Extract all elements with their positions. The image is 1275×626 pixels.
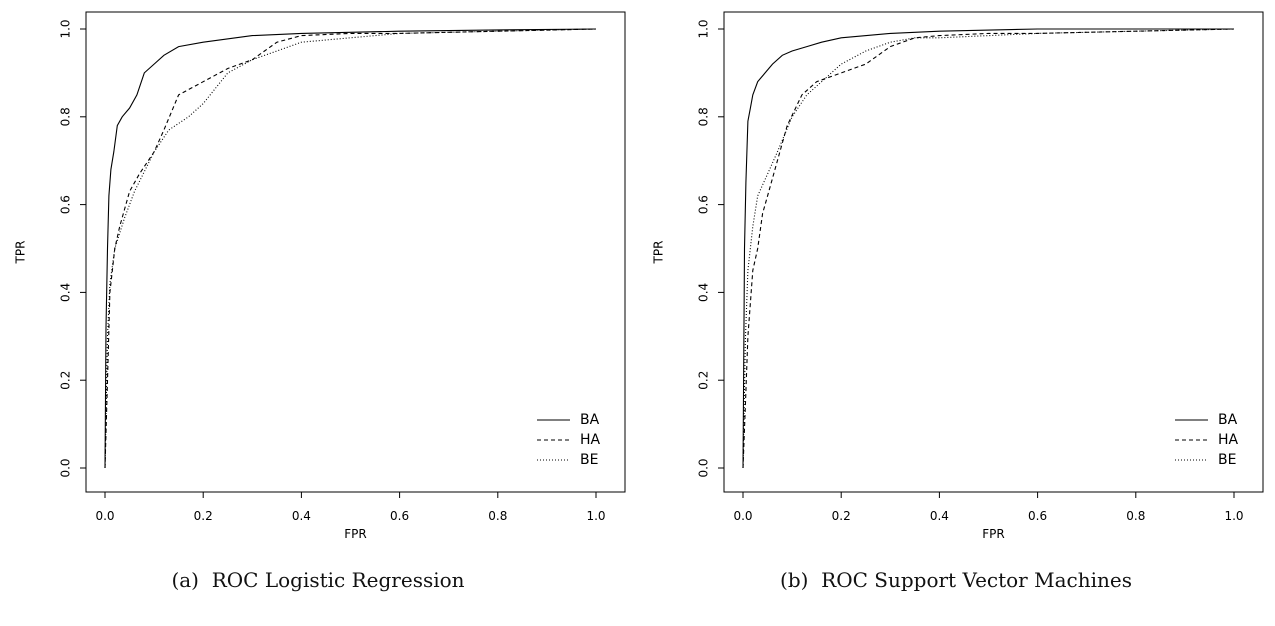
caption-tag: (b) xyxy=(780,568,809,592)
y-tick-label: 0.6 xyxy=(59,195,73,214)
x-tick-label: 1.0 xyxy=(586,509,605,523)
y-tick-label: 0.0 xyxy=(697,458,711,477)
y-tick-label: 0.4 xyxy=(697,283,711,302)
y-axis-label: TPR xyxy=(14,241,28,265)
x-axis-label: FPR xyxy=(344,527,366,541)
caption-text: ROC Support Vector Machines xyxy=(821,568,1132,592)
x-tick-label: 0.6 xyxy=(1028,509,1047,523)
x-tick-label: 0.6 xyxy=(390,509,409,523)
x-tick-label: 0.4 xyxy=(930,509,949,523)
series-line-be xyxy=(104,28,597,469)
x-tick-label: 1.0 xyxy=(1224,509,1243,523)
y-tick-label: 0.8 xyxy=(697,107,711,126)
x-tick-label: 0.8 xyxy=(488,509,507,523)
roc-panel-support-vector-machines: 0.0 0.2 0.4 0.6 0.8 1.0 0.0 0.2 0.4 0.6 0.8 1.0 FPR T… xyxy=(638,0,1274,626)
roc-chart-support-vector-machines: 0.0 0.2 0.4 0.6 0.8 1.0 0.0 0.2 0.4 0.6 0.8 1.0 FPR T… xyxy=(652,11,1264,541)
x-tick-label: 0.8 xyxy=(1126,509,1145,523)
x-tick-label: 0.4 xyxy=(292,509,311,523)
x-tick-label: 0.0 xyxy=(95,509,114,523)
series-line-ba xyxy=(104,28,597,469)
y-tick-label: 1.0 xyxy=(697,19,711,38)
y-axis-label: TPR xyxy=(652,241,666,265)
y-tick-label: 0.4 xyxy=(59,283,73,302)
series-line-ha xyxy=(104,28,597,469)
y-tick-label: 0.2 xyxy=(697,371,711,390)
caption-logistic-regression: (a) ROC Logistic Regression xyxy=(0,568,636,592)
legend-label-be: BE xyxy=(580,452,598,468)
y-tick-label: 0.0 xyxy=(59,458,73,477)
x-axis-label: FPR xyxy=(982,527,1004,541)
legend-label-ha: HA xyxy=(1218,432,1239,448)
roc-panel-logistic-regression: 0.0 0.2 0.4 0.6 0.8 1.0 0.0 0.2 0.4 0.6 0.8 1.0 FPR T… xyxy=(0,0,636,626)
x-tick-label: 0.2 xyxy=(832,509,851,523)
legend-label-ba: BA xyxy=(580,412,600,428)
y-tick-label: 1.0 xyxy=(59,19,73,38)
roc-chart-logistic-regression: 0.0 0.2 0.4 0.6 0.8 1.0 0.0 0.2 0.4 0.6 0.8 1.0 FPR T… xyxy=(14,11,626,541)
caption-text: ROC Logistic Regression xyxy=(211,568,465,592)
y-tick-label: 0.6 xyxy=(697,195,711,214)
x-tick-label: 0.2 xyxy=(194,509,213,523)
legend-label-ha: HA xyxy=(580,432,601,448)
caption-tag: (a) xyxy=(171,568,199,592)
legend-label-be: BE xyxy=(1218,452,1236,468)
y-tick-label: 0.2 xyxy=(59,371,73,390)
series-line-be xyxy=(742,28,1235,469)
caption-support-vector-machines: (b) ROC Support Vector Machines xyxy=(638,568,1274,592)
y-tick-label: 0.8 xyxy=(59,107,73,126)
series-line-ha xyxy=(742,28,1235,469)
x-tick-label: 0.0 xyxy=(733,509,752,523)
legend-label-ba: BA xyxy=(1218,412,1238,428)
series-line-ba xyxy=(742,28,1234,469)
